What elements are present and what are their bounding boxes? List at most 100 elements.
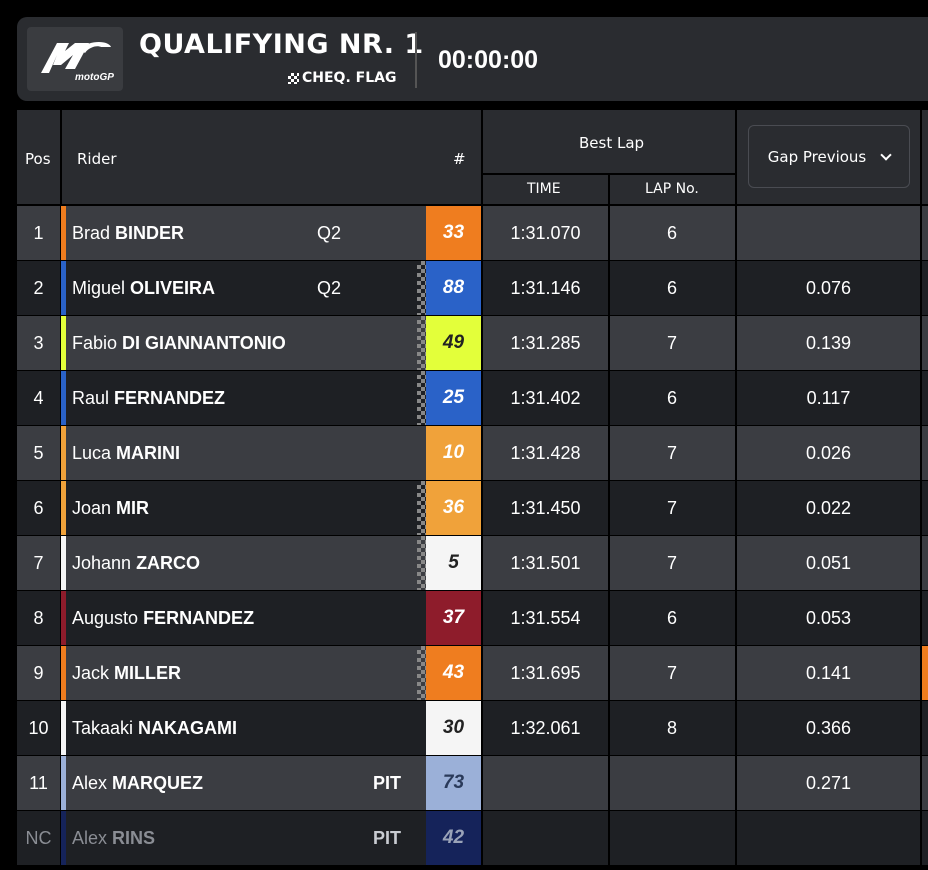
table-row[interactable]: 11 Alex MARQUEZ PIT 73 0.271 <box>17 756 928 810</box>
rider-first-name: Alex <box>72 772 108 793</box>
table-row[interactable]: 10 Takaaki NAKAGAMI 30 1:32.061 8 0.366 <box>17 701 928 755</box>
row-edge <box>922 756 928 810</box>
table-row[interactable]: 5 Luca MARINI 10 1:31.428 7 0.026 <box>17 426 928 480</box>
rider-first-name: Brad <box>72 222 111 243</box>
cell-divider <box>735 371 737 425</box>
best-lap-number: 7 <box>666 442 677 463</box>
best-lap-number: 7 <box>666 332 677 353</box>
table-row[interactable]: 3 Fabio DI GIANNANTONIO 49 1:31.285 7 0.139 <box>17 316 928 370</box>
col-header-edge <box>922 110 928 204</box>
table-row[interactable]: 2 Miguel OLIVEIRA Q2 88 1:31.146 6 0.076 <box>17 261 928 315</box>
rider-first-name: Luca <box>72 442 112 463</box>
col-header-rider: Rider # <box>62 110 481 204</box>
gap-previous: 0.022 <box>805 497 852 518</box>
rider-last-name: MARINI <box>116 442 181 463</box>
table-row[interactable]: 6 Joan MIR 36 1:31.450 7 0.022 <box>17 481 928 535</box>
col-header-best-lap: Best Lap <box>483 110 735 173</box>
cell-divider <box>920 811 922 865</box>
rider-name: Augusto FERNANDEZ <box>72 591 372 645</box>
best-lap-time: 1:31.285 <box>510 332 581 353</box>
col-header-pos-label: Pos <box>25 150 51 168</box>
gap-previous <box>737 811 920 865</box>
best-lap-number: 6 <box>666 387 677 408</box>
cell-divider <box>920 261 922 315</box>
row-edge <box>922 811 928 865</box>
best-lap-number: 6 <box>666 607 677 628</box>
cell-divider <box>481 371 483 425</box>
row-edge <box>922 646 928 700</box>
table-row[interactable]: NC Alex RINS PIT 42 <box>17 811 928 865</box>
best-lap-time: 1:32.061 <box>510 717 581 738</box>
rider-first-name: Raul <box>72 387 110 408</box>
gap-previous: 0.117 <box>806 387 851 408</box>
q2-badge: Q2 <box>316 277 341 298</box>
table-row[interactable]: 4 Raul FERNANDEZ 25 1:31.402 6 0.117 <box>17 371 928 425</box>
rider-first-name: Augusto <box>72 607 139 628</box>
cell-divider <box>481 646 483 700</box>
checkered-flag-strip <box>417 536 426 590</box>
rider-last-name: MIR <box>116 497 150 518</box>
cell-divider <box>481 536 483 590</box>
best-lap-number: 7 <box>666 552 677 573</box>
cell-divider <box>608 481 610 535</box>
row-edge <box>922 701 928 755</box>
best-lap-number <box>609 811 735 865</box>
team-color-bar <box>61 756 66 810</box>
best-lap-number: 8 <box>666 717 677 738</box>
cell-divider <box>608 591 610 645</box>
best-lap-number: 7 <box>666 497 677 518</box>
cell-divider <box>608 756 610 810</box>
table-row[interactable]: 1 Brad BINDER Q2 33 1:31.070 6 <box>17 206 928 260</box>
cell-divider <box>481 811 483 865</box>
cell-divider <box>735 756 737 810</box>
rider-last-name: FERNANDEZ <box>143 607 255 628</box>
table-row[interactable]: 8 Augusto FERNANDEZ 37 1:31.554 6 0.053 <box>17 591 928 645</box>
row-edge <box>922 591 928 645</box>
rider-last-name: MARQUEZ <box>112 772 204 793</box>
session-header <box>17 17 928 101</box>
row-position: 10 <box>28 717 49 738</box>
header-divider <box>415 32 417 88</box>
cell-divider <box>481 591 483 645</box>
team-color-bar <box>61 701 66 755</box>
motogp-logo: motoGP <box>27 27 123 91</box>
row-position: 8 <box>33 607 44 628</box>
cell-divider <box>608 371 610 425</box>
pit-badge: PIT <box>372 827 401 848</box>
cell-divider <box>920 756 922 810</box>
cell-divider <box>481 481 483 535</box>
rider-name: Fabio DI GIANNANTONIO <box>72 316 372 370</box>
cell-divider <box>920 426 922 480</box>
cell-divider <box>481 316 483 370</box>
team-color-bar <box>61 536 66 590</box>
row-edge <box>922 371 928 425</box>
motogp-logo-icon: motoGP <box>41 42 114 83</box>
checkered-flag-strip <box>417 371 426 425</box>
table-row[interactable]: 9 Jack MILLER 43 1:31.695 7 0.141 <box>17 646 928 700</box>
rider-name: Alex MARQUEZ <box>72 756 372 810</box>
rider-number: 43 <box>426 646 481 700</box>
best-lap-time: 1:31.501 <box>510 552 581 573</box>
cell-divider <box>920 481 922 535</box>
rider-number: 33 <box>426 206 481 260</box>
row-position: 7 <box>33 552 44 573</box>
rider-last-name: OLIVEIRA <box>130 277 216 298</box>
gap-previous: 0.053 <box>805 607 852 628</box>
cell-divider <box>481 756 483 810</box>
rider-first-name: Takaaki <box>72 717 134 738</box>
checkered-flag-strip <box>417 646 426 700</box>
best-lap-time: 1:31.450 <box>510 497 581 518</box>
rider-first-name: Johann <box>72 552 132 573</box>
gap-previous: 0.366 <box>805 717 852 738</box>
rider-first-name: Fabio <box>72 332 118 353</box>
flag-status-label: CHEQ. FLAG <box>302 70 397 86</box>
gap-mode-select[interactable]: Gap Previous <box>748 125 910 188</box>
rider-number: 25 <box>426 371 481 425</box>
team-color-bar <box>61 811 66 865</box>
best-lap-time: 1:31.554 <box>510 607 581 628</box>
rider-number: 49 <box>426 316 481 370</box>
svg-text:motoGP: motoGP <box>75 72 114 83</box>
rider-name: Johann ZARCO <box>72 536 372 590</box>
table-row[interactable]: 7 Johann ZARCO 5 1:31.501 7 0.051 <box>17 536 928 590</box>
cell-divider <box>608 316 610 370</box>
